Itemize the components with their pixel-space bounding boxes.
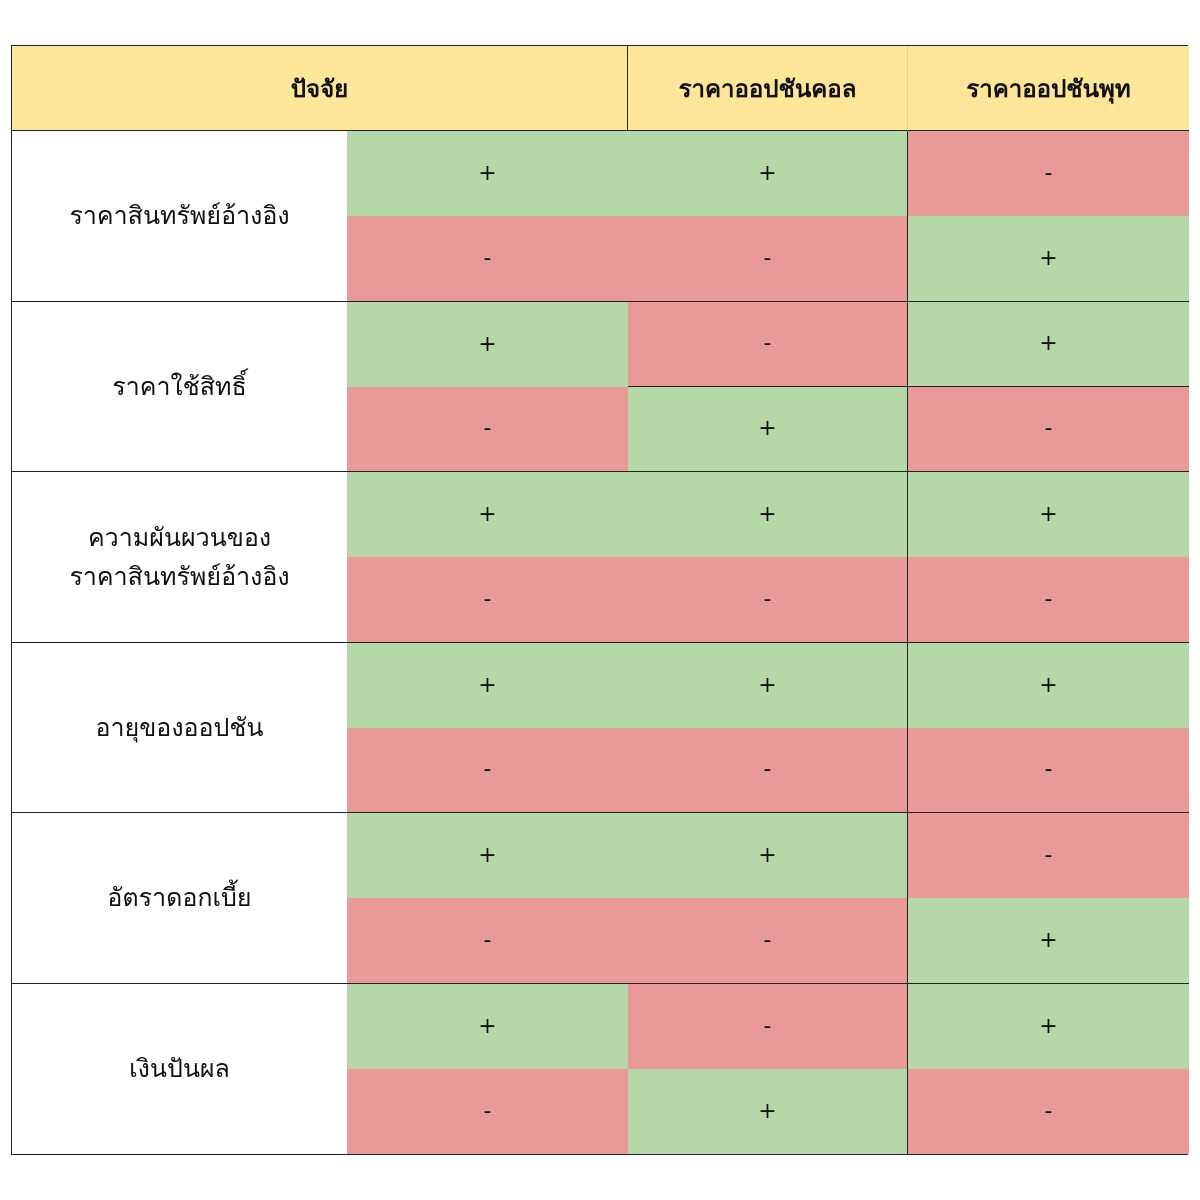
factor-decrease-sign: - (347, 557, 628, 643)
put-effect-cell: - (908, 813, 1189, 899)
put-effect-cell: - (908, 1068, 1189, 1154)
call-effect-cell: - (628, 983, 908, 1069)
put-effect-cell: + (908, 301, 1189, 387)
call-effect-cell: + (628, 472, 908, 558)
call-effect-cell: - (628, 216, 908, 302)
call-effect-cell: + (628, 813, 908, 899)
put-effect-cell: + (908, 642, 1189, 728)
factor-label: เงินปันผล (12, 983, 347, 1154)
factor-decrease-sign: - (347, 1068, 628, 1154)
factor-label: อัตราดอกเบี้ย (12, 813, 347, 984)
call-effect-cell: - (628, 557, 908, 643)
factor-increase-sign: + (347, 131, 628, 217)
header-call-price: ราคาออปชันคอล (628, 46, 908, 131)
factor-label: ราคาสินทรัพย์อ้างอิง (12, 131, 347, 302)
factor-decrease-sign: - (347, 898, 628, 984)
factor-decrease-sign: - (347, 216, 628, 302)
call-effect-cell: + (628, 131, 908, 217)
header-put-price: ราคาออปชันพุท (908, 46, 1189, 131)
call-effect-cell: + (628, 1068, 908, 1154)
option-factors-table: ปัจจัย ราคาออปชันคอล ราคาออปชันพุท ราคาส… (11, 45, 1189, 1155)
put-effect-cell: + (908, 216, 1189, 302)
put-effect-cell: + (908, 983, 1189, 1069)
factor-increase-sign: + (347, 642, 628, 728)
put-effect-cell: + (908, 472, 1189, 558)
factor-increase-sign: + (347, 983, 628, 1069)
header-factor: ปัจจัย (12, 46, 628, 131)
factor-decrease-sign: - (347, 386, 628, 472)
call-effect-cell: + (628, 642, 908, 728)
factor-label: ความผันผวนของ ราคาสินทรัพย์อ้างอิง (12, 472, 347, 643)
factor-increase-sign: + (347, 301, 628, 387)
call-effect-cell: + (628, 386, 908, 472)
factor-label: ราคาใช้สิทธิ์ (12, 301, 347, 472)
put-effect-cell: - (908, 557, 1189, 643)
put-effect-cell: - (908, 131, 1189, 217)
put-effect-cell: - (908, 386, 1189, 472)
factor-label: อายุของออปชัน (12, 642, 347, 813)
factor-increase-sign: + (347, 813, 628, 899)
call-effect-cell: - (628, 727, 908, 813)
call-effect-cell: - (628, 301, 908, 387)
call-effect-cell: - (628, 898, 908, 984)
factor-increase-sign: + (347, 472, 628, 558)
put-effect-cell: - (908, 727, 1189, 813)
put-effect-cell: + (908, 898, 1189, 984)
factor-decrease-sign: - (347, 727, 628, 813)
